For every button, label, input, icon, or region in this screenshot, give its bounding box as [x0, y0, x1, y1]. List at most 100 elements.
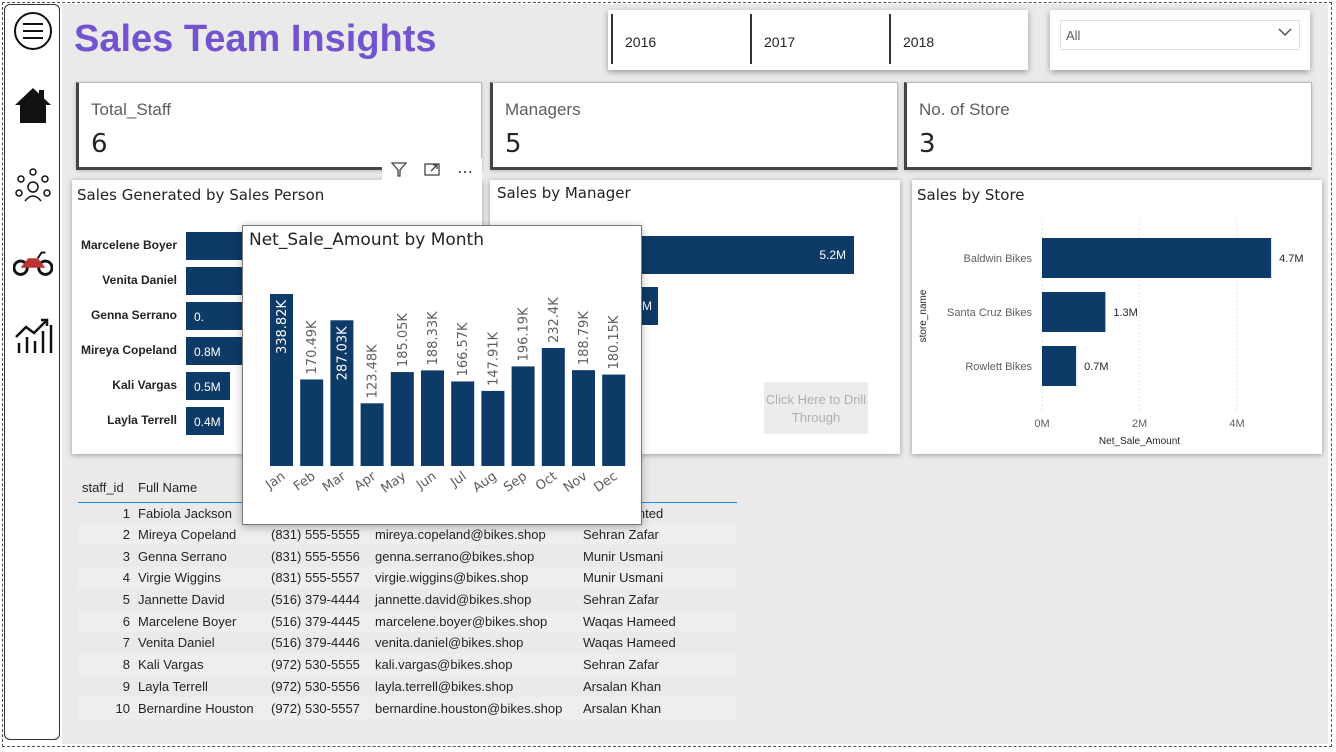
table-cell: Arsalan Khan: [579, 697, 737, 719]
kpi-managers: Managers 5: [490, 82, 898, 170]
table-cell: Jannette David: [138, 592, 225, 608]
store-y-axis-label: store_name: [918, 289, 929, 342]
month-x-tick: Jul: [447, 469, 469, 491]
store-x-axis-label: Net_Sale_Amount: [1099, 436, 1180, 447]
focus-mode-icon[interactable]: [423, 160, 441, 182]
month-chart: 338.82K Jan 170.49K Feb 287.03K Mar 123.48K Apr…: [262, 294, 626, 497]
table-cell: 7: [122, 635, 130, 651]
table-cell: Sehran Zafar: [579, 523, 737, 546]
manager-bar[interactable]: M: [642, 287, 658, 325]
year-2016-option[interactable]: 2016: [611, 14, 747, 64]
bar-data-label: 0.8M: [194, 345, 221, 359]
month-x-tick: Dec: [591, 469, 620, 496]
more-options-icon[interactable]: ⋯: [457, 161, 475, 181]
motorbike-icon[interactable]: [13, 243, 53, 283]
table-cell: layla.terrell@bikes.shop: [375, 678, 514, 694]
month-x-tick: Aug: [470, 469, 499, 496]
chevron-down-icon: [1277, 25, 1293, 42]
month-data-label: 123.48K: [366, 344, 381, 398]
store-bar: [1042, 346, 1077, 386]
kpi-value: 6: [91, 129, 108, 159]
table-cell: Munir Usmani: [583, 548, 664, 564]
store-x-tick: 4M: [1229, 418, 1244, 430]
table-row[interactable]: 7 Venita Daniel (516) 379-4446 venita.danie…: [78, 632, 737, 654]
sales-person-bar[interactable]: [186, 267, 246, 295]
table-row[interactable]: 3 Genna Serrano (831) 555-5556 genna.serran…: [78, 545, 737, 567]
filter-dropdown[interactable]: All: [1060, 20, 1300, 50]
table-cell: Mireya Copeland: [134, 523, 267, 546]
store-data-label: 0.7M: [1084, 361, 1108, 373]
manager-title: Sales by Manager: [497, 184, 631, 202]
bar-data-label: 0.: [194, 310, 205, 324]
table-cell: (831) 555-5557: [267, 567, 371, 589]
visual-header: ⋯: [382, 158, 482, 184]
table-row[interactable]: 2 Mireya Copeland (831) 555-5555 mireya.cop…: [78, 523, 737, 546]
drill-through-button[interactable]: Click Here to Drill Through: [764, 382, 868, 434]
month-bar: [390, 372, 414, 466]
month-bar: [572, 370, 595, 466]
column-header[interactable]: staff_id: [78, 474, 134, 503]
table-cell: genna.serrano@bikes.shop: [375, 548, 535, 564]
home-icon[interactable]: [13, 85, 53, 125]
table-cell: 4: [78, 567, 134, 589]
month-data-label: 196.19K: [517, 307, 532, 361]
month-x-tick: Nov: [561, 469, 591, 496]
month-x-tick: Mar: [320, 469, 349, 496]
store-bar: [1042, 292, 1106, 332]
table-cell: Waqas Hameed: [579, 610, 737, 633]
store-category-label: Santa Cruz Bikes: [947, 307, 1032, 319]
month-data-label: 166.57K: [456, 322, 471, 376]
table-cell: 9: [122, 678, 130, 694]
month-data-label: 188.33K: [426, 311, 441, 365]
sales-person-bar[interactable]: 0.4M: [186, 407, 224, 435]
month-bar: [270, 294, 293, 466]
store-visual[interactable]: [912, 180, 1322, 454]
year-2017-option[interactable]: 2017: [750, 14, 886, 64]
page-title: Sales Team Insights: [74, 18, 437, 60]
table-row[interactable]: 9 Layla Terrell (972) 530-5556 layla.terrel…: [78, 676, 737, 698]
table-cell: (972) 530-5556: [271, 678, 360, 694]
sales-person-title: Sales Generated by Sales Person: [77, 186, 325, 204]
kpi-label: Total_Staff: [91, 100, 172, 119]
month-data-label: 287.03K: [335, 326, 350, 380]
year-2018-option[interactable]: 2018: [889, 14, 1025, 64]
table-cell: Bernardine Houston: [134, 697, 267, 719]
month-bar: [481, 390, 505, 466]
sales-person-bar[interactable]: 0.5M: [186, 372, 230, 400]
store-category-label: Rowlett Bikes: [965, 361, 1032, 373]
sales-person-bar[interactable]: 0.8M: [186, 337, 244, 365]
table-row[interactable]: 10 Bernardine Houston (972) 530-5557 bernar…: [78, 697, 737, 719]
table-cell: Venita Daniel: [138, 635, 215, 651]
table-cell: Waqas Hameed: [583, 635, 676, 651]
table-cell: Genna Serrano: [138, 548, 227, 564]
store-data-label: 4.7M: [1279, 253, 1303, 265]
month-x-tick: Sep: [501, 469, 530, 495]
table-cell: 10: [78, 697, 134, 719]
month-x-tick: Feb: [291, 469, 318, 494]
menu-icon[interactable]: [13, 11, 53, 51]
kpi-stores: No. of Store 3: [904, 82, 1312, 170]
month-data-label: 170.49K: [305, 320, 320, 374]
sales-person-bar[interactable]: [186, 232, 246, 260]
table-row[interactable]: 4 Virgie Wiggins (831) 555-5557 virgie.wigg…: [78, 567, 737, 589]
month-data-label: 185.05K: [396, 313, 411, 367]
table-row[interactable]: 6 Marcelene Boyer (516) 379-4445 marcelene.…: [78, 610, 737, 633]
table-row[interactable]: 8 Kali Vargas (972) 530-5555 kali.vargas@bi…: [78, 653, 737, 676]
filter-icon[interactable]: [390, 160, 408, 182]
table-cell: (516) 379-4444: [271, 592, 360, 608]
sales-person-bar[interactable]: 0.: [186, 302, 246, 330]
growth-chart-icon[interactable]: [13, 315, 53, 355]
team-icon[interactable]: [13, 167, 53, 207]
table-cell: venita.daniel@bikes.shop: [375, 635, 524, 651]
table-cell: (516) 379-4445: [267, 610, 371, 633]
month-bar: [360, 403, 384, 466]
store-bar: [1042, 238, 1272, 278]
month-x-tick: May: [378, 469, 409, 497]
table-row[interactable]: 5 Jannette David (516) 379-4444 jannette.da…: [78, 589, 737, 611]
month-bar: [451, 381, 475, 466]
nav-sidebar: [4, 4, 60, 740]
store-x-tick: 0M: [1034, 418, 1049, 430]
table-cell: kali.vargas@bikes.shop: [371, 653, 579, 676]
manager-bar[interactable]: 5.2M: [642, 236, 854, 274]
